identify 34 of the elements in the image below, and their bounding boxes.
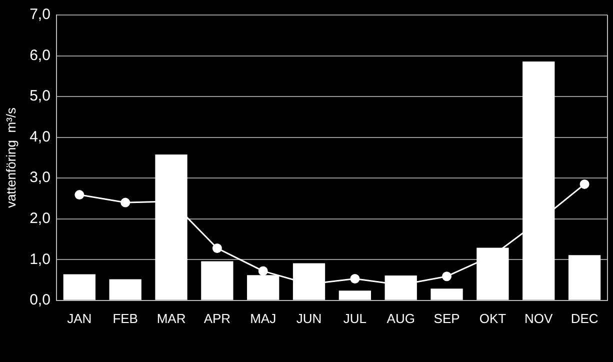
x-tick-label: MAJ (250, 310, 276, 326)
x-tick-label: AUG (386, 310, 415, 326)
bar (568, 255, 601, 300)
x-tick-label: FEB (112, 310, 138, 326)
y-tick-label: 6,0 (30, 46, 50, 64)
x-tick-label: NOV (524, 310, 554, 326)
x-tick-label: JUN (296, 310, 322, 326)
x-tick-label: JAN (67, 310, 92, 326)
bar (201, 261, 234, 300)
point (580, 179, 590, 189)
point (120, 198, 130, 208)
x-tick-label: JUL (343, 310, 366, 326)
bar (430, 288, 463, 300)
x-tick-label: SEP (434, 310, 460, 326)
y-tick-label: 3,0 (30, 169, 50, 186)
y-tick-label: 5,0 (30, 88, 50, 105)
point (350, 274, 360, 284)
point (442, 272, 452, 282)
x-tick-label: MAR (156, 310, 186, 326)
point (74, 190, 84, 200)
bar (63, 274, 96, 300)
point (212, 243, 222, 253)
y-axis-title: vattenföring m³/s (3, 106, 18, 208)
y-tick-label: 1,0 (30, 250, 50, 268)
bar (109, 279, 142, 300)
y-tick-label: 7,0 (30, 6, 50, 24)
x-tick-label: APR (204, 310, 231, 326)
x-tick-label: DEC (570, 310, 598, 326)
x-tick-label: OKT (479, 310, 506, 326)
y-tick-label: 2,0 (30, 210, 50, 227)
y-tick-label: 0,0 (30, 292, 50, 309)
y-tick-label: 4,0 (30, 128, 50, 146)
point (258, 266, 268, 276)
bar (338, 290, 372, 300)
